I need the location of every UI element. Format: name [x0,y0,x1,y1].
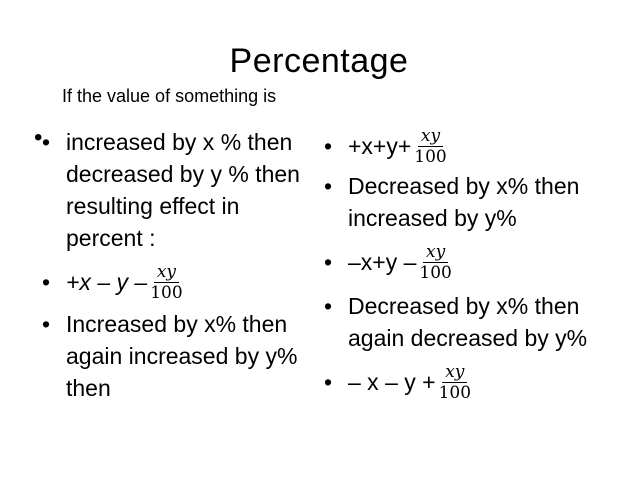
list-item-decrease-increase: • Decreased by x% then increased by y% [320,170,630,234]
bullet-icon: • [324,293,333,319]
list-item-increase-decrease: • increased by x % then decreased by y %… [38,126,320,254]
fraction: xy 100 [419,243,451,282]
empty-bullet: • [34,124,43,151]
bullet-icon: • [42,311,51,337]
item-line: Decreased by x% then [348,173,580,199]
bullet-icon: • [324,369,333,395]
slide-title: Percentage [229,42,409,80]
list-item-formula: • –x+y – xy 100 [320,240,630,284]
fraction-numerator: xy [442,363,468,383]
left-column: • increased by x % then decreased by y %… [38,124,320,404]
item-line: decreased by y % then [66,161,300,187]
formula-expression: – x – y + [348,369,436,395]
item-line: Decreased by x% then [348,293,580,319]
fraction-denominator: 100 [150,282,183,303]
item-line: Increased by x% then [66,311,288,337]
list-item-formula: • +x+y+ xy 100 [320,124,630,168]
item-line: again increased by y% [66,343,298,369]
fraction: xy 100 [150,263,182,302]
slide-subtitle: If the value of something is [62,86,277,106]
list-item-decrease-decrease: • Decreased by x% then again decreased b… [320,290,630,354]
formula-expression: +x+y+ [348,133,412,159]
list-item-increase-increase: • Increased by x% then again increased b… [38,308,320,404]
item-line: resulting effect in [66,193,240,219]
fraction-denominator: 100 [438,382,472,403]
item-line: again decreased by y% [348,325,588,351]
bullet-icon: • [324,173,333,199]
item-line: then [66,375,111,401]
bullet-icon: • [42,269,51,295]
item-line: percent : [66,225,156,251]
fraction: xy 100 [414,127,446,166]
fraction-denominator: 100 [414,146,447,167]
list-item-formula: • – x – y + xy 100 [320,360,630,404]
bullet-icon: • [324,133,333,159]
bullet-icon: • [42,129,51,155]
fraction-numerator: xy [153,263,180,283]
fraction-numerator: xy [423,243,449,263]
formula-expression: +x – y – [66,269,148,295]
formula-expression: –x+y – [348,249,417,275]
item-line: increased by y% [348,205,517,231]
right-column: • +x+y+ xy 100 • Decreased by x% then in… [320,124,630,404]
fraction-numerator: xy [417,127,444,147]
list-item-formula: • +x – y – xy 100 [38,260,320,304]
bullet-icon: • [324,249,333,275]
fraction-denominator: 100 [419,262,452,283]
fraction: xy 100 [439,363,471,402]
item-line: increased by x % then [66,129,293,155]
